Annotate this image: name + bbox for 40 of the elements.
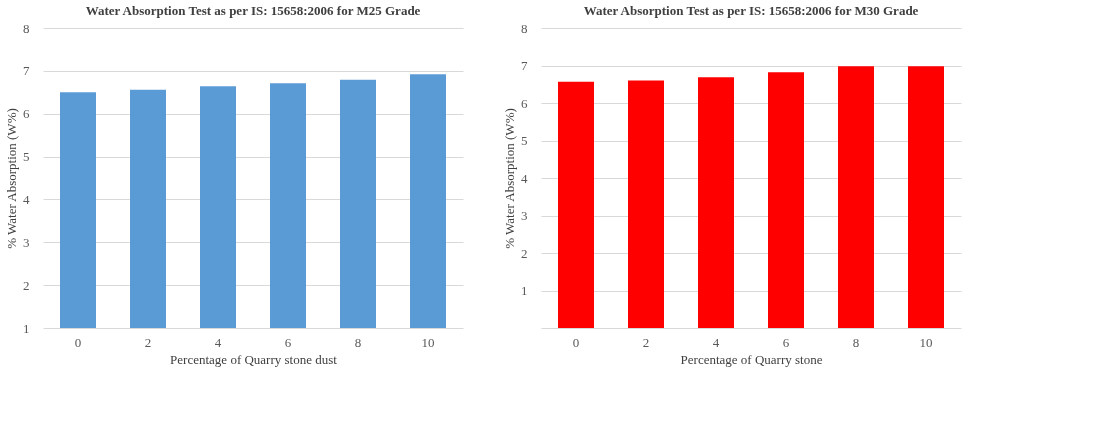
bar <box>698 77 734 328</box>
y-axis-title: % Water Absorption (W%) <box>502 108 517 249</box>
x-tick-label: 10 <box>919 334 933 350</box>
x-tick-label: 6 <box>782 334 790 350</box>
y-tick-label: 8 <box>521 20 528 36</box>
bar <box>558 81 594 328</box>
y-tick-label: 1 <box>23 320 30 336</box>
x-axis-title: Percentage of Quarry stone dust <box>170 351 338 367</box>
y-tick-label: 5 <box>23 149 30 165</box>
x-tick-label: 10 <box>421 334 435 350</box>
y-tick-label: 6 <box>23 106 30 122</box>
bar <box>628 80 664 328</box>
y-tick-label: 4 <box>23 191 30 207</box>
x-tick-label: 4 <box>214 334 222 350</box>
x-tick-label: 8 <box>852 334 860 350</box>
bar <box>838 66 874 328</box>
x-tick-label: 8 <box>354 334 362 350</box>
x-tick-label: 0 <box>74 334 82 350</box>
y-tick-label: 5 <box>521 133 528 148</box>
x-tick-label: 0 <box>572 334 580 350</box>
x-tick-label: 2 <box>642 334 650 350</box>
x-tick-label: 4 <box>712 334 720 350</box>
x-tick-label: 2 <box>144 334 152 350</box>
y-tick-label: 6 <box>521 95 528 111</box>
y-axis-title: % Water Absorption (W%) <box>4 108 19 249</box>
y-tick-label: 1 <box>521 283 528 298</box>
chart-title: Water Absorption Test as per IS: 15658:2006 for M30 Grade <box>583 3 919 18</box>
y-tick-label: 4 <box>521 170 528 186</box>
x-axis-title: Percentage of Quarry stone <box>680 351 823 367</box>
y-tick-label: 3 <box>521 208 528 223</box>
y-tick-label: 2 <box>23 277 30 293</box>
y-tick-label: 7 <box>521 58 528 73</box>
bar <box>768 72 804 328</box>
x-tick-label: 6 <box>284 334 292 350</box>
chart-title: Water Absorption Test as per IS: 15658:2006 for M25 Grade <box>85 3 421 18</box>
bar <box>908 66 944 328</box>
y-tick-label: 7 <box>23 63 30 79</box>
y-tick-label: 3 <box>23 234 30 250</box>
y-tick-label: 8 <box>23 20 30 36</box>
y-tick-label: 2 <box>521 245 528 261</box>
